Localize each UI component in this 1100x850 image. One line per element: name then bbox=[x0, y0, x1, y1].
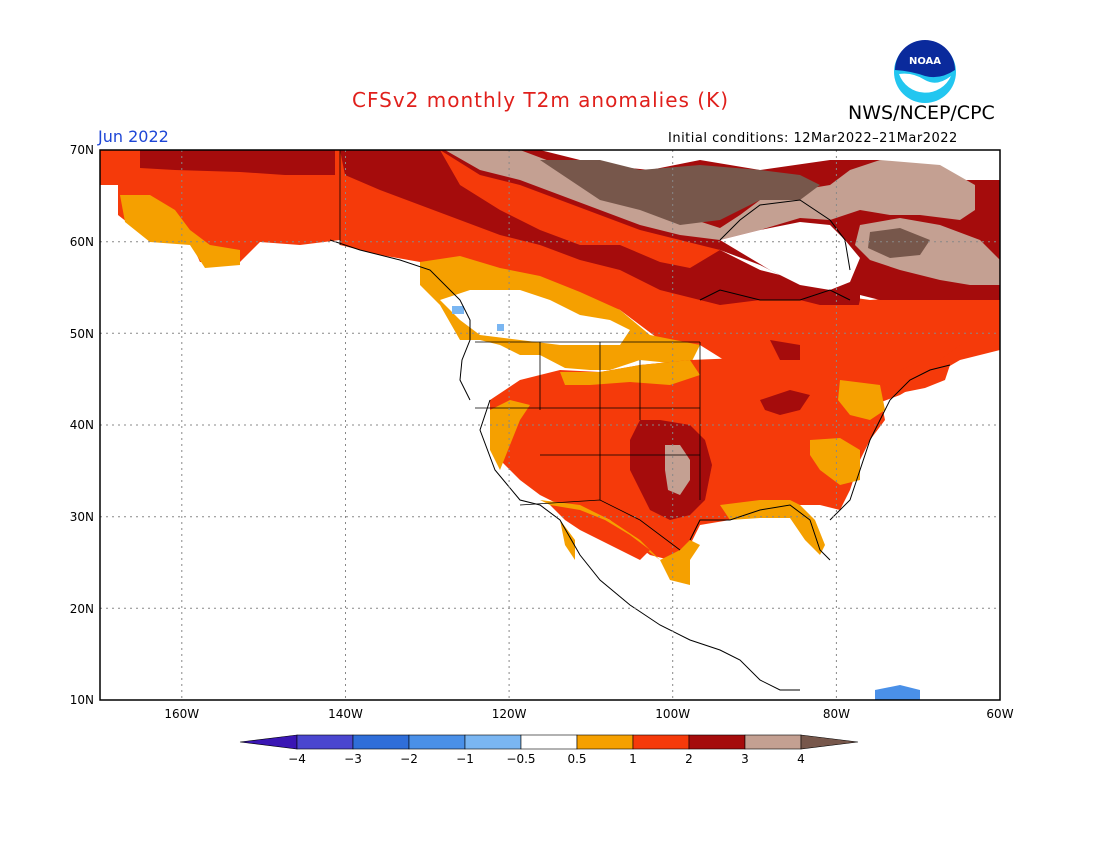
legend-tick-label: 4 bbox=[797, 752, 805, 766]
lat-labels: 70N 60N 50N 40N 30N 20N 10N bbox=[70, 143, 94, 707]
legend-tick-label: −2 bbox=[400, 752, 418, 766]
lon-label: 120W bbox=[492, 707, 527, 721]
lon-label: 160W bbox=[164, 707, 199, 721]
legend-swatch bbox=[632, 734, 690, 750]
lon-label: 100W bbox=[655, 707, 690, 721]
legend-swatch bbox=[296, 734, 354, 750]
logo-text: NOAA bbox=[909, 56, 941, 67]
legend-swatch bbox=[408, 734, 466, 750]
legend-arrow-right bbox=[800, 734, 859, 750]
legend-swatch bbox=[744, 734, 802, 750]
lat-label: 20N bbox=[70, 602, 94, 616]
chart-title: CFSv2 monthly T2m anomalies (K) bbox=[352, 88, 729, 112]
lat-label: 10N bbox=[70, 693, 94, 707]
legend-tick-label: −4 bbox=[288, 752, 306, 766]
organization-label: NWS/NCEP/CPC bbox=[848, 102, 995, 124]
legend-arrow-left bbox=[239, 734, 298, 750]
lon-label: 60W bbox=[986, 707, 1013, 721]
coastlines bbox=[329, 199, 951, 691]
lat-label: 70N bbox=[70, 143, 94, 157]
anomaly-field bbox=[100, 150, 1000, 700]
legend-tick-label: 3 bbox=[741, 752, 749, 766]
lon-label: 80W bbox=[823, 707, 850, 721]
legend-swatch bbox=[576, 734, 634, 750]
legend-tick-label: −3 bbox=[344, 752, 362, 766]
lon-labels: 160W 140W 120W 100W 80W 60W bbox=[164, 707, 1013, 721]
noaa-logo-icon: NOAA bbox=[894, 40, 956, 103]
initial-conditions-label: Initial conditions: 12Mar2022–21Mar2022 bbox=[668, 131, 958, 146]
lat-label: 50N bbox=[70, 327, 94, 341]
gridlines bbox=[100, 150, 1000, 700]
legend-tick-label: 1 bbox=[629, 752, 637, 766]
lat-label: 40N bbox=[70, 418, 94, 432]
legend-swatch bbox=[688, 734, 746, 750]
legend-swatch bbox=[520, 734, 578, 750]
legend-swatch bbox=[464, 734, 522, 750]
lat-label: 30N bbox=[70, 510, 94, 524]
legend-tick-label: 2 bbox=[685, 752, 693, 766]
lat-label: 60N bbox=[70, 235, 94, 249]
legend-tick-label: −1 bbox=[456, 752, 474, 766]
lon-label: 140W bbox=[328, 707, 363, 721]
legend-tick-label: −0.5 bbox=[506, 752, 535, 766]
month-label: Jun 2022 bbox=[98, 127, 169, 146]
legend-tick-label: 0.5 bbox=[567, 752, 586, 766]
political-borders bbox=[339, 150, 701, 551]
legend-swatch bbox=[352, 734, 410, 750]
map-frame bbox=[99, 149, 1001, 701]
